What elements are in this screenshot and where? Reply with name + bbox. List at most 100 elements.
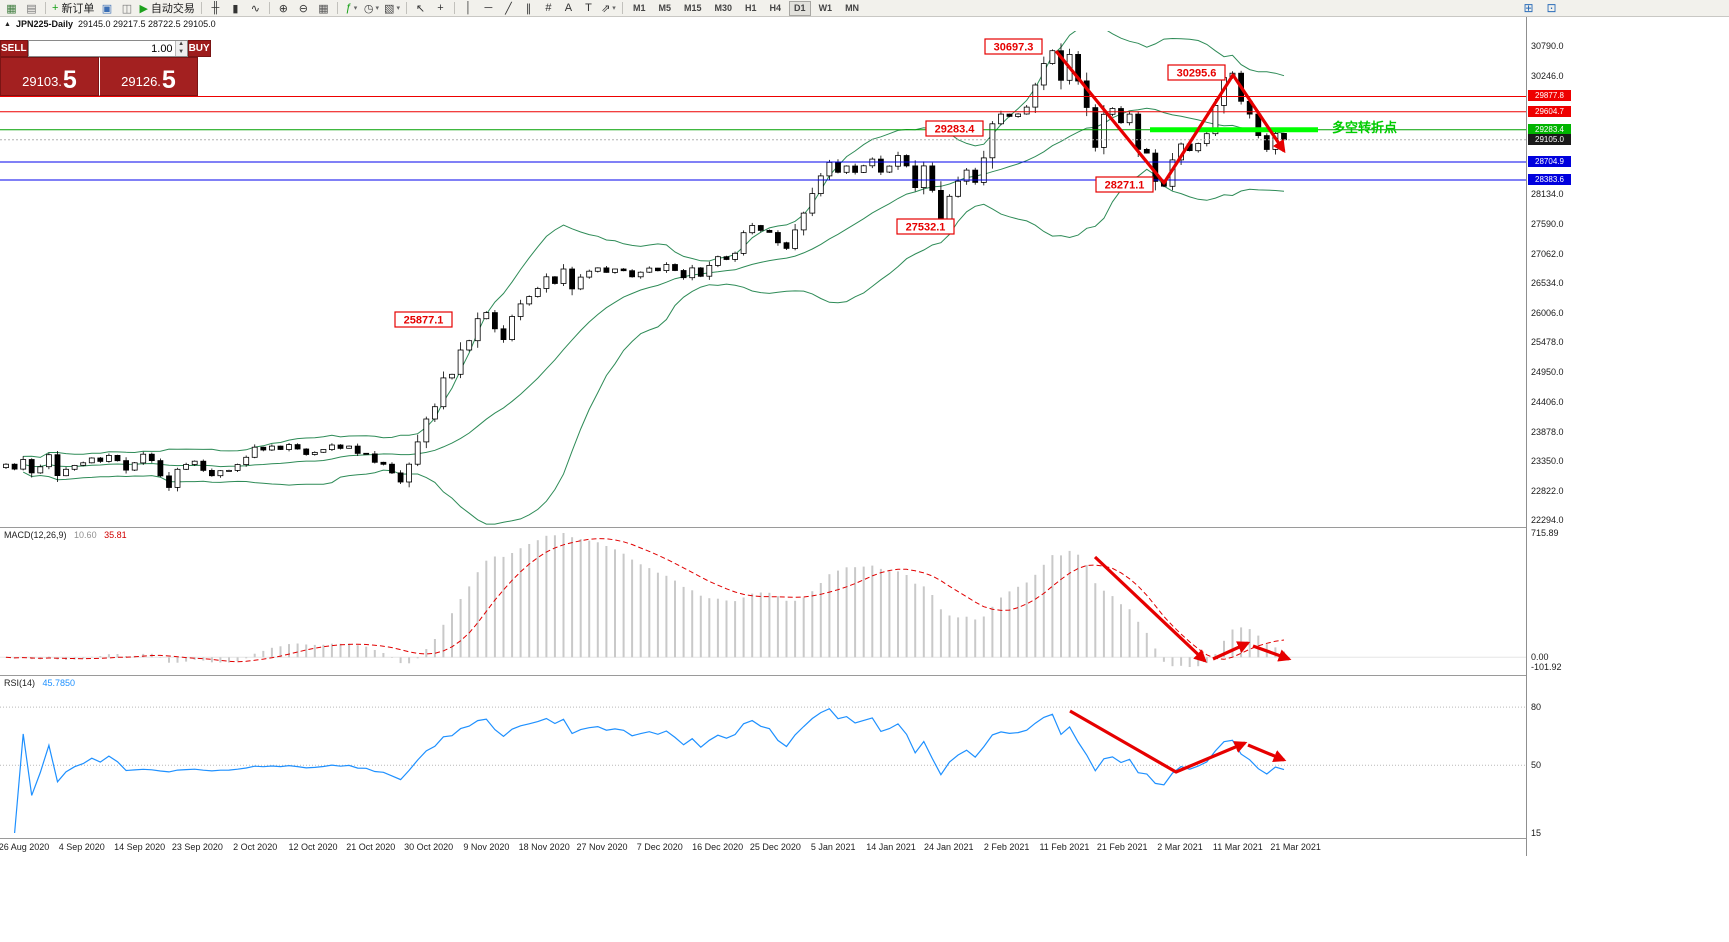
timeframe-m5[interactable]: M5 [658,2,671,13]
strategy-tester-icon[interactable]: ◫ [117,1,136,16]
macd-signal-value: 35.81 [104,530,127,540]
price-axis-label: 25478.0 [1531,337,1564,348]
arrows-icon-dropdown[interactable]: ▾ [612,5,616,12]
price-annotation-box[interactable] [394,311,453,328]
timeframe-m1[interactable]: M1 [632,2,646,13]
buy-price-button[interactable]: 29126. 5 [99,57,198,96]
chart-profiles-icon[interactable]: ▤ [22,1,41,16]
fibonacci-icon[interactable]: # [539,1,558,16]
zoom-in-icon[interactable]: ⊕ [274,1,293,16]
timeframe-h4[interactable]: H4 [769,2,782,13]
candle-body [1092,107,1099,148]
new-chart-icon-glyph: ▦ [6,2,17,15]
price-annotation-box[interactable] [896,218,955,235]
trend-arrow[interactable] [1069,709,1248,774]
candle-body [1135,113,1142,150]
macd-histogram-bar [1231,629,1234,658]
candle-body [46,454,52,468]
trend-arrow[interactable] [1093,555,1207,663]
macd-histogram-bar [648,568,651,658]
timeframe-h1[interactable]: H1 [745,2,757,13]
price-line-label: 29877.8 [1528,90,1571,102]
vertical-line-icon[interactable]: │ [459,1,478,16]
auto-trading-button[interactable]: ▶ 自动交易 [137,1,196,16]
candle-body [3,463,9,469]
buy-button[interactable]: BUY [187,40,211,57]
indicators-icon[interactable]: ƒ ▾ [342,1,361,16]
candlestick-chart-icon[interactable]: ▮ [226,1,245,16]
timeframe-m30[interactable]: M30 [714,2,733,13]
templates-icon[interactable]: ▧ ▾ [382,1,402,16]
templates-icon-dropdown[interactable]: ▾ [396,5,400,12]
panel-separator[interactable] [0,527,1572,528]
price-line-label: 28704.9 [1528,156,1571,167]
zoom-out-icon[interactable]: ⊖ [294,1,313,16]
turning-point-label[interactable]: 多空转折点 [1332,120,1397,135]
indicators-icon-dropdown[interactable]: ▾ [353,5,358,12]
text-label-icon[interactable]: T [579,1,598,16]
volume-down-icon[interactable]: ▼ [175,48,187,56]
macd-panel[interactable] [0,527,1526,675]
macd-histogram-bar [99,656,102,658]
price-annotation-text: 28271.1 [1105,180,1145,192]
bar-chart-icon[interactable]: ╫ [206,1,225,16]
macd-histogram-bar [459,599,462,658]
trend-arrow[interactable] [1054,49,1286,185]
candle-body [697,267,704,277]
macd-histogram-bar [1171,657,1174,667]
periods-icon-dropdown[interactable]: ▾ [375,5,380,12]
text-icon[interactable]: A [559,1,578,16]
equidistant-channel-icon[interactable]: ∥ [519,1,538,16]
volume-stepper[interactable]: ▲ ▼ [174,41,187,56]
sell-button[interactable]: SELL [0,40,28,57]
price-annotation-box[interactable] [984,38,1043,55]
candle-body [526,296,533,305]
crosshair-icon[interactable]: + [431,1,450,16]
horizontal-line-icon[interactable]: ─ [479,1,498,16]
timeframe-mn[interactable]: MN [845,2,860,13]
main-chart[interactable]: 多空转折点 30697.3 30295.6 29283.4 28271.1 27532.1… [0,31,1526,527]
new-window-icon[interactable]: ⊞ [1523,1,1534,15]
periods-icon[interactable]: ◷ ▾ [362,1,381,16]
new-chart-icon[interactable]: ▦ [2,1,21,16]
volume-input[interactable] [28,41,175,56]
date-axis-label: 5 Jan 2021 [810,842,856,852]
candle-body [200,460,207,471]
timeframe-w1[interactable]: W1 [818,2,833,13]
date-axis-label: 26 Aug 2020 [0,842,50,852]
new-order-button[interactable]: + 新订单 [50,1,96,16]
arrows-icon[interactable]: ⇗ ▾ [599,1,618,16]
candle-body [895,155,901,167]
price-axis-label: 26534.0 [1531,278,1564,289]
trendline-icon[interactable]: ╱ [499,1,518,16]
sell-price-button[interactable]: 29103. 5 [0,57,99,96]
candle-body [972,169,979,183]
macd-histogram-bar [493,556,496,658]
macd-histogram-bar [313,644,316,658]
macd-histogram-bar [631,559,634,658]
macd-histogram-bar [399,657,402,664]
volume-up-icon[interactable]: ▲ [175,41,187,49]
macd-histogram-bar [185,657,188,662]
trend-arrow[interactable] [1247,743,1287,762]
window-list-icon[interactable]: ⊡ [1546,1,1557,15]
trend-arrow[interactable] [1212,641,1251,661]
timeframe-d1[interactable]: D1 [789,0,811,16]
indicator-axis-label: 80 [1531,702,1542,713]
price-annotation-box[interactable] [1167,64,1226,81]
price-annotation-box[interactable] [1095,176,1154,193]
price-axis: 30790.0 30246.0 28134.0 27590.0 27062.0 26534… [1526,17,1573,856]
terminal-icon[interactable]: ▣ [97,1,116,16]
terminal-icon-glyph: ▣ [101,2,113,15]
trend-arrow[interactable] [1252,644,1292,662]
cursor-icon[interactable]: ↖ [411,1,430,16]
candle-body [655,267,661,272]
line-chart-icon[interactable]: ∿ [246,1,265,16]
tile-windows-icon[interactable]: ▦ [314,1,333,16]
panel-separator[interactable] [0,675,1572,676]
price-annotation-box[interactable] [925,120,984,137]
timeframe-m15[interactable]: M15 [683,2,702,13]
macd-main-value: 10.60 [74,530,97,540]
rsi-panel[interactable] [0,675,1526,838]
macd-histogram-bar [734,601,737,658]
